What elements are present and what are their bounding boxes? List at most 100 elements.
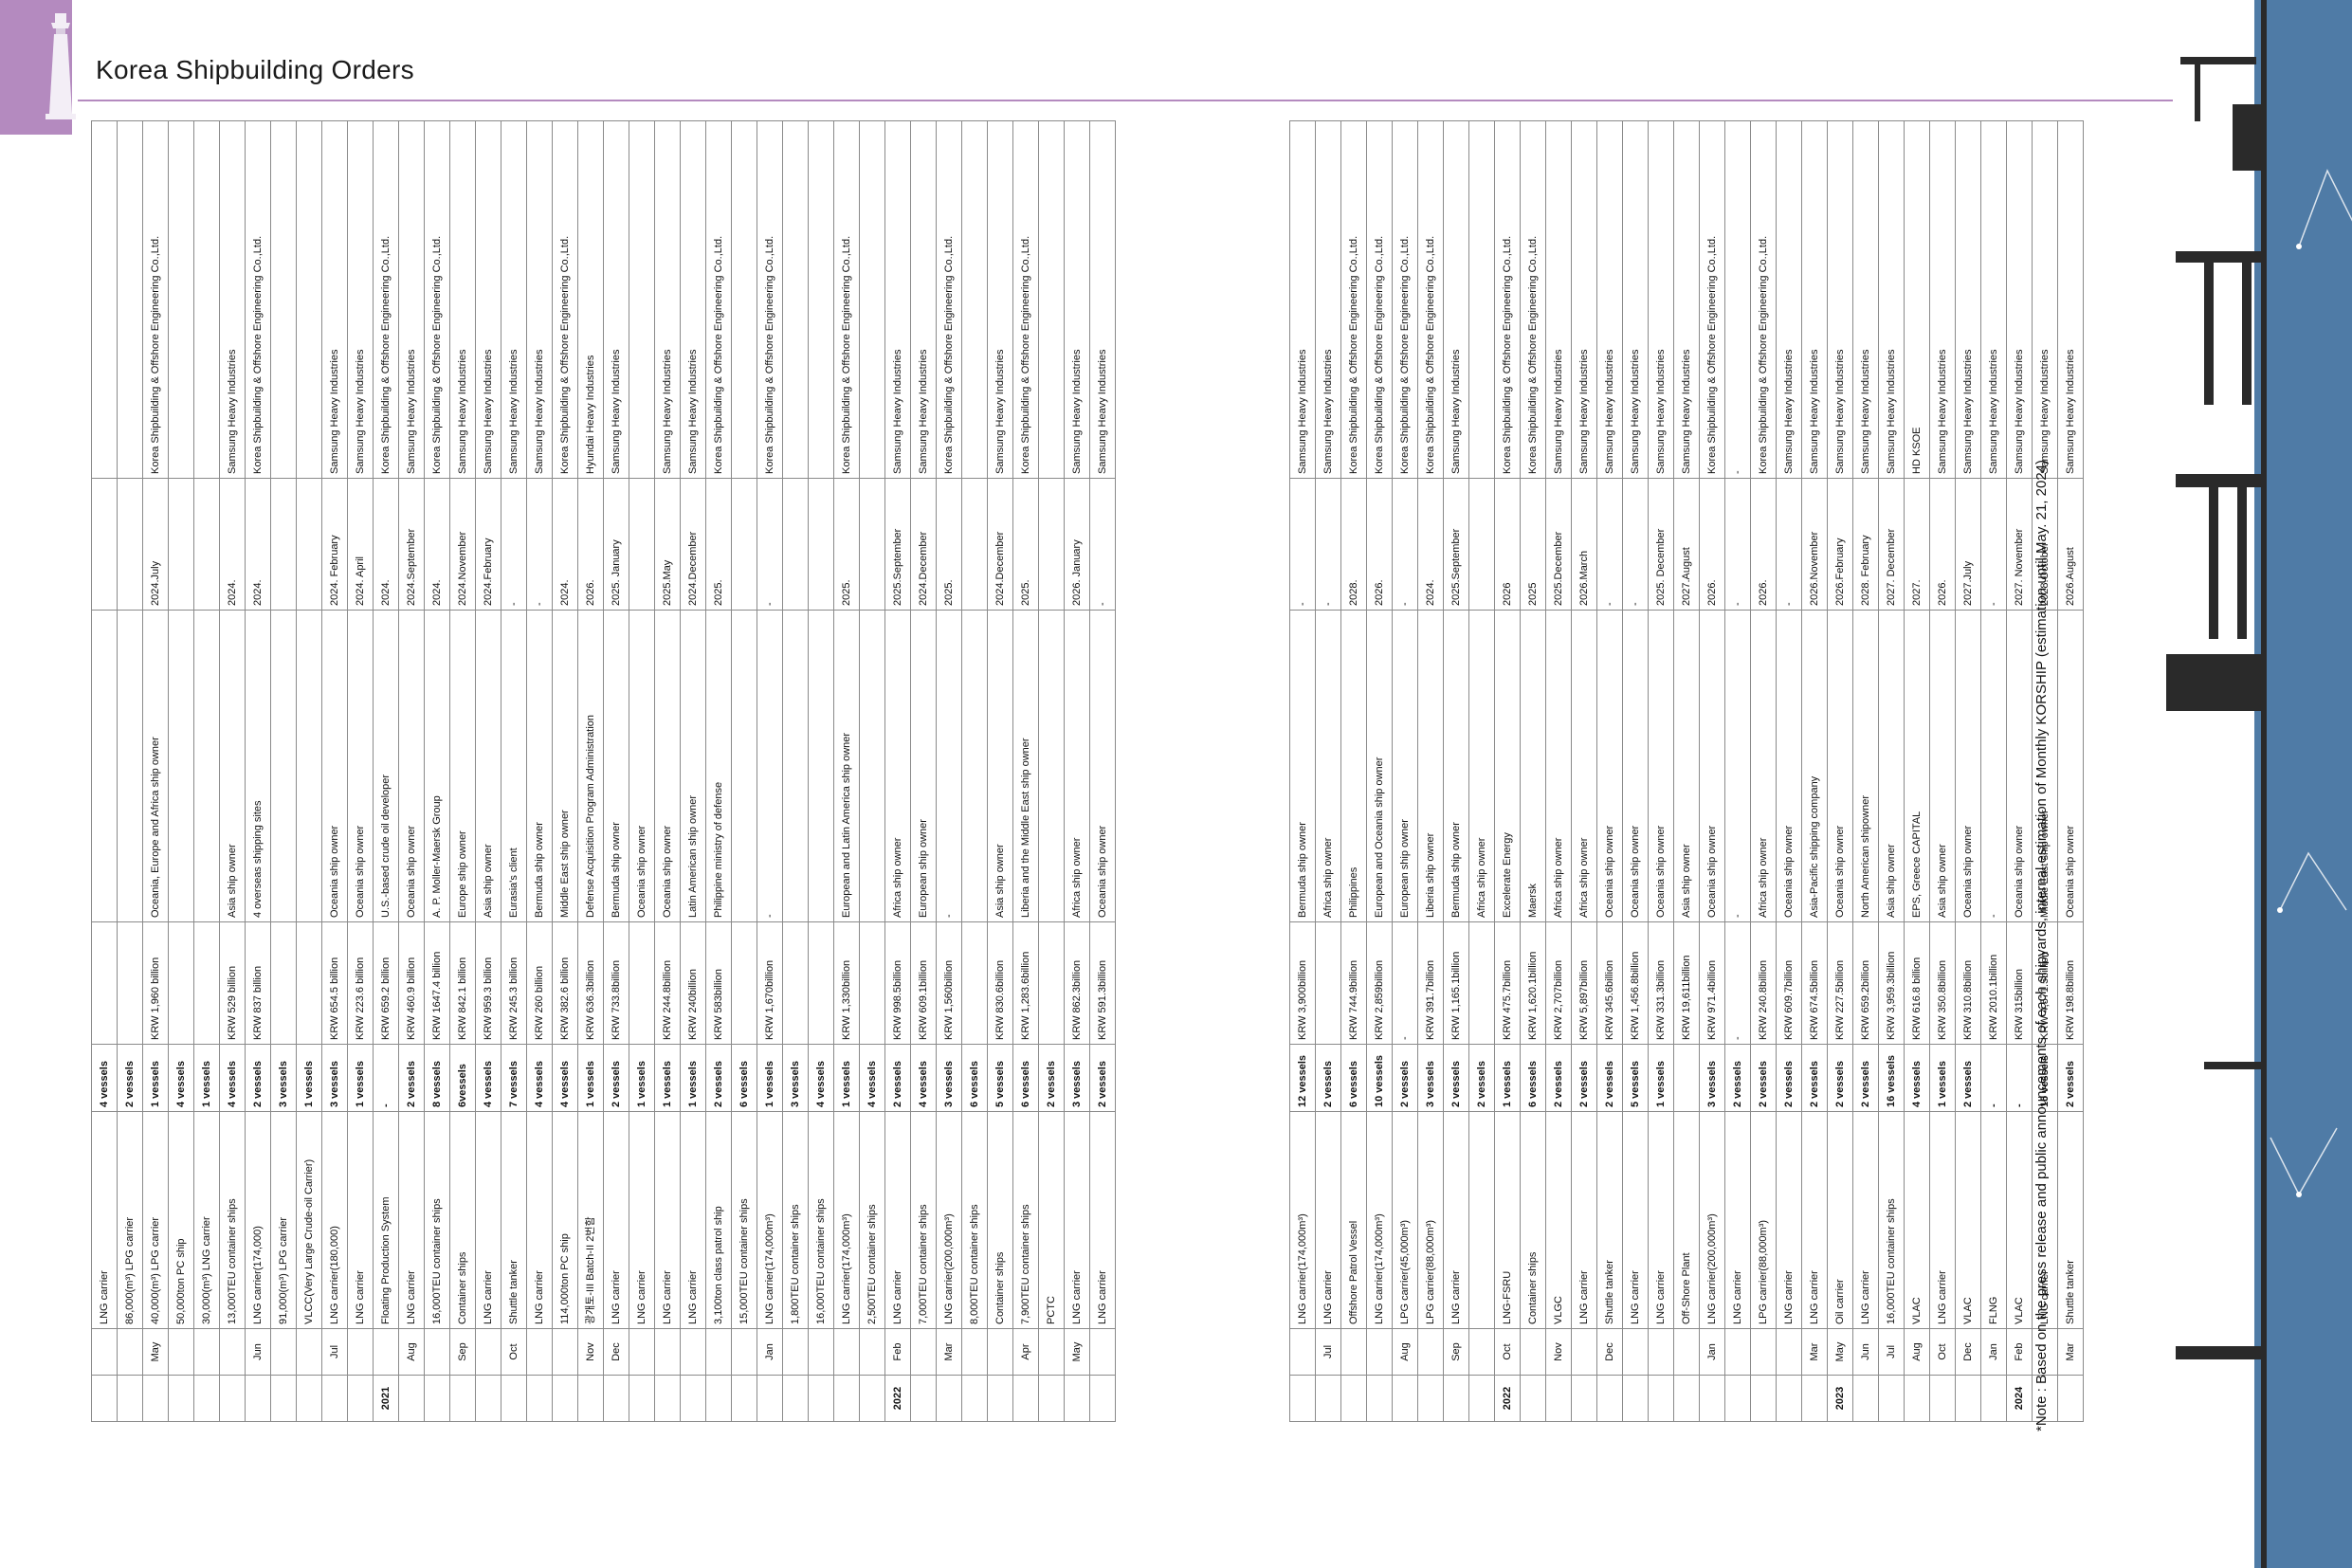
cell-qty: 2 vessels xyxy=(1443,1044,1469,1112)
table-row: Dec Shuttle tanker 2 vessels KRW 345.6billi… xyxy=(1596,120,1623,1422)
cell-type: FLNG xyxy=(1980,1111,2007,1329)
cell-price: KRW 971.4billion xyxy=(1699,921,1725,1045)
table-row: Nov VLGC 2 vessels KRW 2,707billion Africa s… xyxy=(1545,120,1572,1422)
cell-builder: Samsung Heavy Industries xyxy=(2006,120,2033,479)
cell-delivery: 2025. xyxy=(1012,478,1039,611)
cell-year xyxy=(475,1375,501,1422)
cell-delivery: 2026. January xyxy=(1064,478,1090,611)
cell-price: KRW 591.3billion xyxy=(1089,921,1116,1045)
cell-price: - xyxy=(1724,921,1751,1045)
cell-delivery: 2027. December xyxy=(1878,478,1905,611)
cell-buyer: EPS, Greece CAPITAL xyxy=(1904,610,1930,922)
table-row: Sep Container ships 6vessels KRW 842.1 bill… xyxy=(449,120,476,1422)
cell-year: 2021 xyxy=(373,1375,399,1422)
cell-price xyxy=(1038,921,1065,1045)
cell-price: KRW 1,560billion xyxy=(936,921,962,1045)
cell-buyer xyxy=(270,610,297,922)
cell-qty: 3 vessels xyxy=(321,1044,348,1112)
cell-builder: Korea Shipbuilding & Offshore Engineerin… xyxy=(245,120,271,479)
cell-price: KRW 1,330billion xyxy=(833,921,860,1045)
cell-year xyxy=(731,1375,757,1422)
cell-year xyxy=(1340,1375,1367,1422)
cell-year xyxy=(757,1375,783,1422)
cell-builder: - xyxy=(1724,120,1751,479)
cell-month: Mar xyxy=(1801,1328,1828,1376)
cell-type: LNG carrier(174,000m³) xyxy=(833,1111,860,1329)
cell-month: Dec xyxy=(603,1328,629,1376)
cell-buyer: Philippines xyxy=(1340,610,1367,922)
cell-buyer: 4 overseas shipping sites xyxy=(245,610,271,922)
cell-delivery: - xyxy=(1596,478,1623,611)
cell-buyer: Asia ship owner xyxy=(1929,610,1956,922)
cell-delivery: 2026. xyxy=(577,478,604,611)
cell-price: KRW 331.3billion xyxy=(1648,921,1674,1045)
cell-buyer xyxy=(296,610,322,922)
cell-month xyxy=(1520,1328,1546,1376)
cell-month xyxy=(629,1328,655,1376)
cell-buyer: - xyxy=(1724,610,1751,922)
cell-type: LNG carrier xyxy=(1315,1111,1341,1329)
cell-price: KRW 223.6 billion xyxy=(347,921,374,1045)
cell-builder: Samsung Heavy Industries xyxy=(1545,120,1572,479)
cell-month: Feb xyxy=(884,1328,911,1376)
cell-year xyxy=(705,1375,732,1422)
cell-buyer: Asia ship owner xyxy=(1878,610,1905,922)
cell-qty: 3 vessels xyxy=(782,1044,809,1112)
cell-month xyxy=(526,1328,553,1376)
table-row: 2,500TEU container ships 4 vessels xyxy=(859,120,885,1422)
cell-delivery: - xyxy=(1315,478,1341,611)
cell-price: KRW 2010.1billion xyxy=(1980,921,2007,1045)
cell-type: LNG carrier xyxy=(475,1111,501,1329)
cell-buyer xyxy=(193,610,220,922)
cell-buyer: Africa ship owner xyxy=(1315,610,1341,922)
cell-builder: Korea Shipbuilding & Offshore Engineerin… xyxy=(1392,120,1418,479)
cell-type: VLCC(Very Large Crude-oil Carrier) xyxy=(296,1111,322,1329)
cell-buyer xyxy=(91,610,118,922)
cell-price: KRW 529 billion xyxy=(219,921,246,1045)
cell-qty: 2 vessels xyxy=(705,1044,732,1112)
cell-price xyxy=(731,921,757,1045)
cell-qty: 5 vessels xyxy=(987,1044,1013,1112)
cell-price: KRW 382.6 billion xyxy=(552,921,578,1045)
cell-type: 13,000TEU container ships xyxy=(219,1111,246,1329)
footnote: *Note : Based on the press release and p… xyxy=(2033,459,2050,1431)
cell-price xyxy=(1468,921,1495,1045)
cell-qty: 16 vessels xyxy=(1878,1044,1905,1112)
cell-year xyxy=(1648,1375,1674,1422)
cell-delivery: 2027.August xyxy=(1673,478,1700,611)
cell-delivery: 2026. xyxy=(1929,478,1956,611)
cell-month xyxy=(1571,1328,1597,1376)
cell-type: 2,500TEU container ships xyxy=(859,1111,885,1329)
cell-type: 7,000TEU container ships xyxy=(910,1111,937,1329)
cell-price: KRW 842.1 billion xyxy=(449,921,476,1045)
cell-qty: 2 vessels xyxy=(1801,1044,1828,1112)
cell-delivery: - xyxy=(1724,478,1751,611)
cell-delivery: - xyxy=(1776,478,1802,611)
cell-qty: 2 vessels xyxy=(1776,1044,1802,1112)
cell-month xyxy=(347,1328,374,1376)
cell-builder xyxy=(193,120,220,479)
cell-year xyxy=(193,1375,220,1422)
cell-month xyxy=(961,1328,988,1376)
cell-builder: Korea Shipbuilding & Offshore Engineerin… xyxy=(705,120,732,479)
cell-delivery: 2026. xyxy=(1699,478,1725,611)
cell-type: 50,000ton PC ship xyxy=(168,1111,194,1329)
cell-month: Aug xyxy=(1392,1328,1418,1376)
cell-qty: 4 vessels xyxy=(168,1044,194,1112)
table-row: May LNG carrier 3 vessels KRW 862.3billion A… xyxy=(1064,120,1090,1422)
cell-year xyxy=(321,1375,348,1422)
cell-builder: Samsung Heavy Industries xyxy=(475,120,501,479)
cell-delivery: - xyxy=(526,478,553,611)
cell-price: KRW 1,165.1billion xyxy=(1443,921,1469,1045)
cell-qty: 4 vessels xyxy=(1904,1044,1930,1112)
cell-builder: Samsung Heavy Industries xyxy=(884,120,911,479)
cell-year xyxy=(1622,1375,1649,1422)
cell-buyer: Maersk xyxy=(1520,610,1546,922)
cell-delivery: 2025 xyxy=(1520,478,1546,611)
cell-price: KRW 583billion xyxy=(705,921,732,1045)
cell-buyer: Oceania ship owner xyxy=(1622,610,1649,922)
cell-price xyxy=(859,921,885,1045)
cell-year xyxy=(424,1375,450,1422)
cell-month xyxy=(1776,1328,1802,1376)
table-row: 3,100ton class patrol ship 2 vessels KRW 5… xyxy=(705,120,732,1422)
